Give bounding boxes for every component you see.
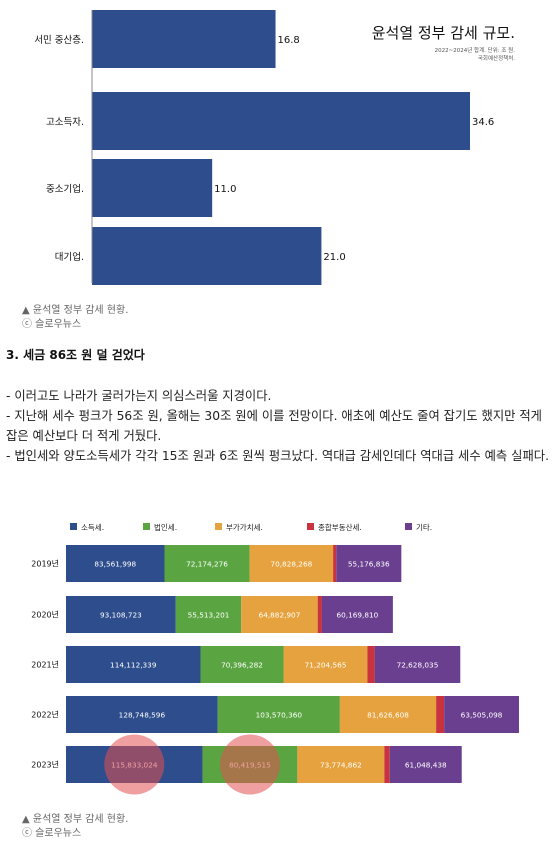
chart1-bar bbox=[92, 159, 213, 217]
caption2-source: ▲ 윤석열 정부 감세 현황. bbox=[22, 814, 129, 825]
chart2-bar-segment bbox=[389, 746, 462, 783]
chart2-bar-segment bbox=[175, 596, 242, 633]
chart2-segment-label: 128,748,596 bbox=[119, 711, 166, 720]
chart2-category-label: 2023년 bbox=[31, 760, 59, 770]
legend-label: 법인세. bbox=[154, 522, 177, 532]
legend-swatch bbox=[143, 523, 150, 530]
legend-swatch bbox=[307, 523, 314, 530]
chart2-bar-segment bbox=[444, 696, 519, 733]
highlight-circle bbox=[219, 734, 280, 795]
chart1-value-label: 21.0 bbox=[323, 252, 345, 263]
caption2-credit: ⓒ 슬로우뉴스 bbox=[22, 828, 82, 839]
chart2-bar-segment bbox=[336, 545, 402, 582]
chart1-value-label: 34.6 bbox=[472, 117, 494, 128]
legend-swatch bbox=[405, 523, 412, 530]
chart1-value-label: 16.8 bbox=[278, 35, 300, 46]
caption1-credit: ⓒ 슬로우뉴스 bbox=[22, 319, 82, 330]
chart1-bar bbox=[92, 92, 470, 150]
chart2-bar-segment bbox=[200, 646, 284, 683]
chart2-bar-segment bbox=[164, 545, 250, 582]
legend-label: 기타. bbox=[416, 523, 432, 532]
chart2-bar-segment bbox=[436, 696, 445, 733]
chart2-bar-segment bbox=[317, 596, 322, 633]
chart1-category-label: 중소기업. bbox=[46, 183, 84, 195]
chart1-category-label: 대기업. bbox=[55, 251, 84, 263]
chart2-segment-label: 71,204,565 bbox=[305, 661, 347, 670]
chart2-bar-segment bbox=[66, 545, 165, 582]
chart1-category-label: 고소득자. bbox=[46, 117, 84, 128]
chart2-bar-segment bbox=[333, 545, 337, 582]
chart2-segment-label: 73,774,862 bbox=[320, 761, 362, 770]
chart2-category-label: 2021년 bbox=[31, 660, 59, 670]
legend-label: 종합부동산세. bbox=[318, 522, 362, 532]
chart2-segment-label: 72,174,276 bbox=[186, 560, 228, 569]
chart2-segment-label: 55,176,836 bbox=[348, 560, 390, 569]
chart2-segment-label: 72,628,035 bbox=[397, 661, 439, 670]
chart1-subtitle-line1: 2022~2024년 합계. 단위: 조 원. bbox=[435, 46, 516, 54]
chart2-bar-segment bbox=[321, 596, 393, 633]
chart2-segment-label: 61,048,438 bbox=[405, 761, 447, 770]
tax-cut-bar-chart: 서민 중산층. 고소득자. 중소기업. 대기업. 16.8 34.6 11.0 21.0 윤… bbox=[34, 10, 516, 285]
chart2-category-label: 2019년 bbox=[31, 559, 59, 569]
chart2-segment-label: 63,505,098 bbox=[461, 711, 503, 720]
chart2-segment-label: 83,561,998 bbox=[94, 560, 136, 569]
chart1-value-label: 11.0 bbox=[214, 184, 236, 195]
highlight-circle bbox=[104, 734, 165, 795]
chart2-bar-segment bbox=[66, 596, 176, 633]
chart2-bar-segment bbox=[217, 696, 340, 733]
chart2-bar-segment bbox=[66, 696, 218, 733]
chart2-bar-segment bbox=[249, 545, 334, 582]
chart2-bar-segment bbox=[241, 596, 318, 633]
chart2-bar-segment bbox=[367, 646, 375, 683]
chart2-bar-segment bbox=[297, 746, 385, 783]
chart2-bar-segment bbox=[283, 646, 368, 683]
chart1-title: 윤석열 정부 감세 규모. bbox=[372, 24, 515, 42]
chart2-bar-segment bbox=[384, 746, 390, 783]
chart2-segment-label: 81,626,608 bbox=[367, 711, 409, 720]
section-body: - 이러고도 나라가 굴러가는지 의심스러울 지경이다. - 지난해 세수 펑크… bbox=[6, 386, 551, 466]
legend-swatch bbox=[215, 523, 222, 530]
chart2-segment-label: 70,828,268 bbox=[270, 560, 312, 569]
chart2-bar-segment bbox=[339, 696, 437, 733]
legend-label: 부가가치세. bbox=[226, 523, 263, 532]
chart1-bar bbox=[92, 227, 322, 285]
caption1-source: ▲ 윤석열 정부 감세 현황. bbox=[22, 305, 129, 316]
legend-swatch bbox=[70, 523, 77, 530]
chart1-category-label: 서민 중산층. bbox=[34, 35, 84, 46]
chart2-segment-label: 93,108,723 bbox=[100, 611, 142, 620]
chart2-segment-label: 114,112,339 bbox=[110, 661, 157, 670]
chart2-segment-label: 64,882,907 bbox=[259, 611, 301, 620]
chart2-segment-label: 103,570,360 bbox=[256, 711, 303, 720]
legend-label: 소득세. bbox=[81, 523, 104, 532]
section-heading: 3. 세금 86조 원 덜 걷었다 bbox=[6, 348, 145, 362]
chart2-category-label: 2022년 bbox=[31, 710, 59, 720]
chart2-bar-segment bbox=[374, 646, 461, 683]
chart1-bar bbox=[92, 10, 276, 68]
chart2-segment-label: 55,513,201 bbox=[188, 611, 230, 620]
paragraph: - 법인세와 양도소득세가 각각 15조 원과 6조 원씩 펑크났다. 역대급 … bbox=[6, 449, 549, 463]
paragraph: - 이러고도 나라가 굴러가는지 의심스러울 지경이다. bbox=[6, 389, 272, 403]
chart2-category-label: 2020년 bbox=[31, 610, 59, 620]
chart2-bar-segment bbox=[66, 646, 201, 683]
chart1-subtitle-line2: 국회예산정책처. bbox=[478, 54, 515, 62]
tax-revenue-stacked-chart: 소득세. 법인세. 부가가치세. 종합부동산세. 기타. 83,561,998 72,17… bbox=[31, 522, 519, 795]
paragraph: - 지난해 세수 펑크가 56조 원, 올해는 30조 원에 이를 전망이다. … bbox=[6, 409, 542, 443]
chart2-segment-label: 60,169,810 bbox=[337, 611, 379, 620]
chart2-segment-label: 70,396,282 bbox=[221, 661, 263, 670]
